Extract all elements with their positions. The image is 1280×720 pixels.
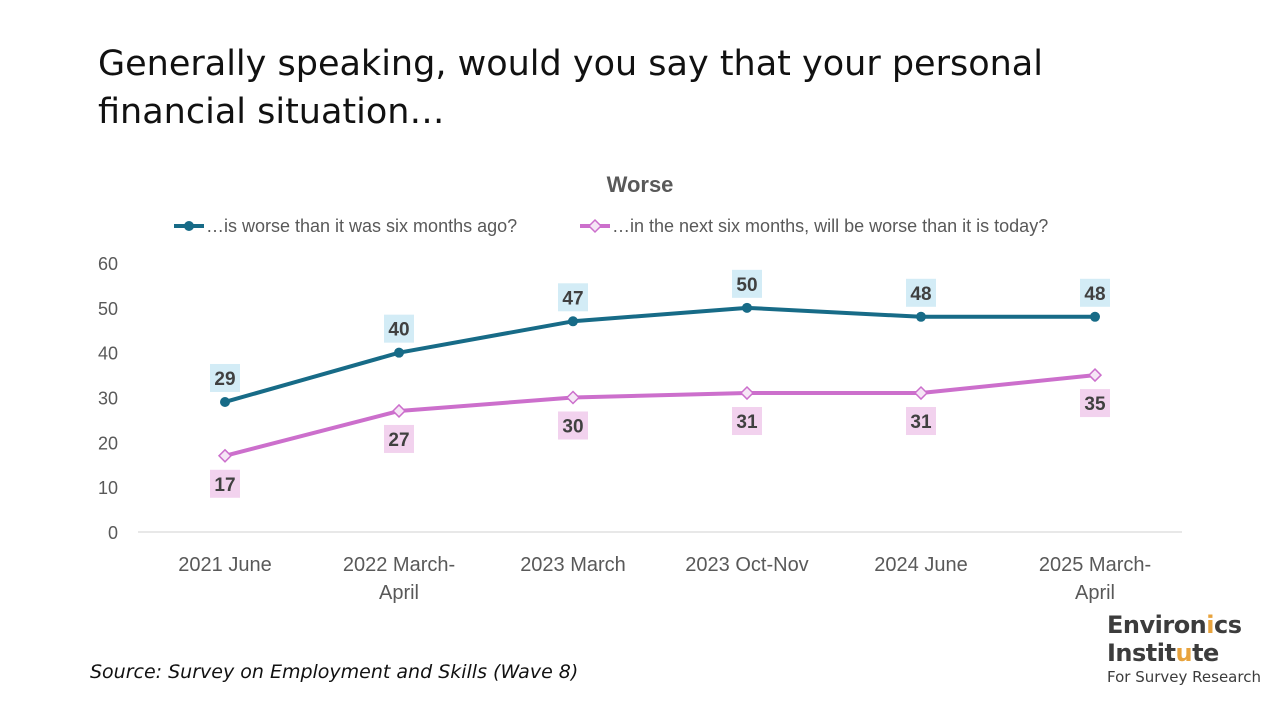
data-point: [391, 403, 407, 419]
data-label-bg: [732, 269, 762, 298]
data-label-bg: [210, 363, 240, 392]
y-tick-label: 50: [98, 299, 118, 319]
series-line: [224, 373, 1096, 458]
data-label-bg: [384, 424, 414, 453]
chart-title: Worse: [607, 172, 674, 197]
data-point: [217, 448, 233, 463]
series-line: [224, 305, 1095, 404]
data-label: 30: [562, 417, 583, 438]
data-label-bg: [1080, 389, 1110, 418]
y-tick-label: 20: [98, 433, 118, 453]
data-label: 48: [1084, 284, 1105, 305]
data-label: 48: [910, 284, 931, 305]
logo-tagline: For Survey Research: [1107, 668, 1261, 686]
x-tick-label: 2022 March-April: [343, 554, 455, 604]
series-layer: 29 40 47 50 48 48 17 27 30 31 31 35: [210, 269, 1110, 498]
data-label: 40: [388, 320, 409, 341]
data-label-bg: [558, 283, 588, 312]
data-label-bg: [210, 469, 240, 498]
data-label-bg: [384, 314, 414, 343]
logo-line-2: Institute: [1107, 639, 1219, 667]
data-label-bg: [1080, 278, 1110, 307]
source-note: Source: Survey on Employment and Skills …: [90, 661, 579, 683]
data-point: [568, 316, 578, 327]
legend-label: …is worse than it was six months ago?: [206, 216, 517, 236]
x-tick-label: 2021 June: [178, 554, 271, 576]
data-point: [394, 347, 404, 358]
data-label: 35: [1084, 394, 1106, 415]
series-2: 17 27 30 31 31 35: [210, 368, 1110, 498]
y-axis: 0 10 20 30 40 50 60: [98, 254, 118, 543]
x-tick-label: 2025 March-April: [1039, 554, 1151, 604]
data-label: 31: [910, 412, 932, 433]
logo-line-1: Environics: [1107, 611, 1242, 639]
x-tick-label: 2023 Oct-Nov: [685, 554, 808, 576]
series-1: 29 40 47 50 48 48: [210, 269, 1110, 407]
data-label: 50: [736, 275, 757, 296]
legend-label: …in the next six months, will be worse t…: [612, 216, 1048, 236]
data-label-bg: [906, 407, 936, 436]
headline: Generally speaking, would you say that y…: [98, 44, 1043, 132]
data-label-bg: [906, 278, 936, 307]
y-tick-label: 40: [98, 344, 118, 364]
data-label: 27: [388, 430, 409, 451]
y-tick-label: 10: [98, 478, 118, 498]
data-point: [1090, 311, 1100, 322]
data-label: 17: [214, 475, 235, 496]
legend-item: …in the next six months, will be worse t…: [580, 216, 1048, 236]
legend-marker: [587, 218, 603, 234]
data-label: 29: [214, 369, 235, 390]
data-label: 47: [562, 288, 583, 309]
x-tick-label: 2023 March: [520, 554, 626, 576]
environics-logo: Environics Institute For Survey Research: [1107, 611, 1277, 687]
x-tick-label: 2024 June: [874, 554, 967, 576]
data-point: [742, 302, 752, 313]
data-label: 31: [736, 412, 758, 433]
data-label-bg: [732, 407, 762, 436]
legend-item: …is worse than it was six months ago?: [174, 216, 517, 236]
y-tick-label: 30: [98, 389, 118, 409]
data-point: [913, 385, 929, 401]
y-tick-label: 60: [98, 254, 118, 274]
data-point: [565, 390, 581, 405]
legend-marker: [184, 221, 194, 231]
data-point: [220, 396, 230, 407]
y-tick-label: 0: [108, 523, 118, 543]
data-point: [1087, 368, 1103, 383]
x-axis: 2021 June 2022 March-April 2023 March 2023 …: [138, 531, 1182, 604]
data-label-bg: [558, 411, 588, 440]
legend: …is worse than it was six months ago? …in…: [174, 216, 1048, 236]
data-point: [739, 385, 755, 401]
data-point: [916, 311, 926, 322]
